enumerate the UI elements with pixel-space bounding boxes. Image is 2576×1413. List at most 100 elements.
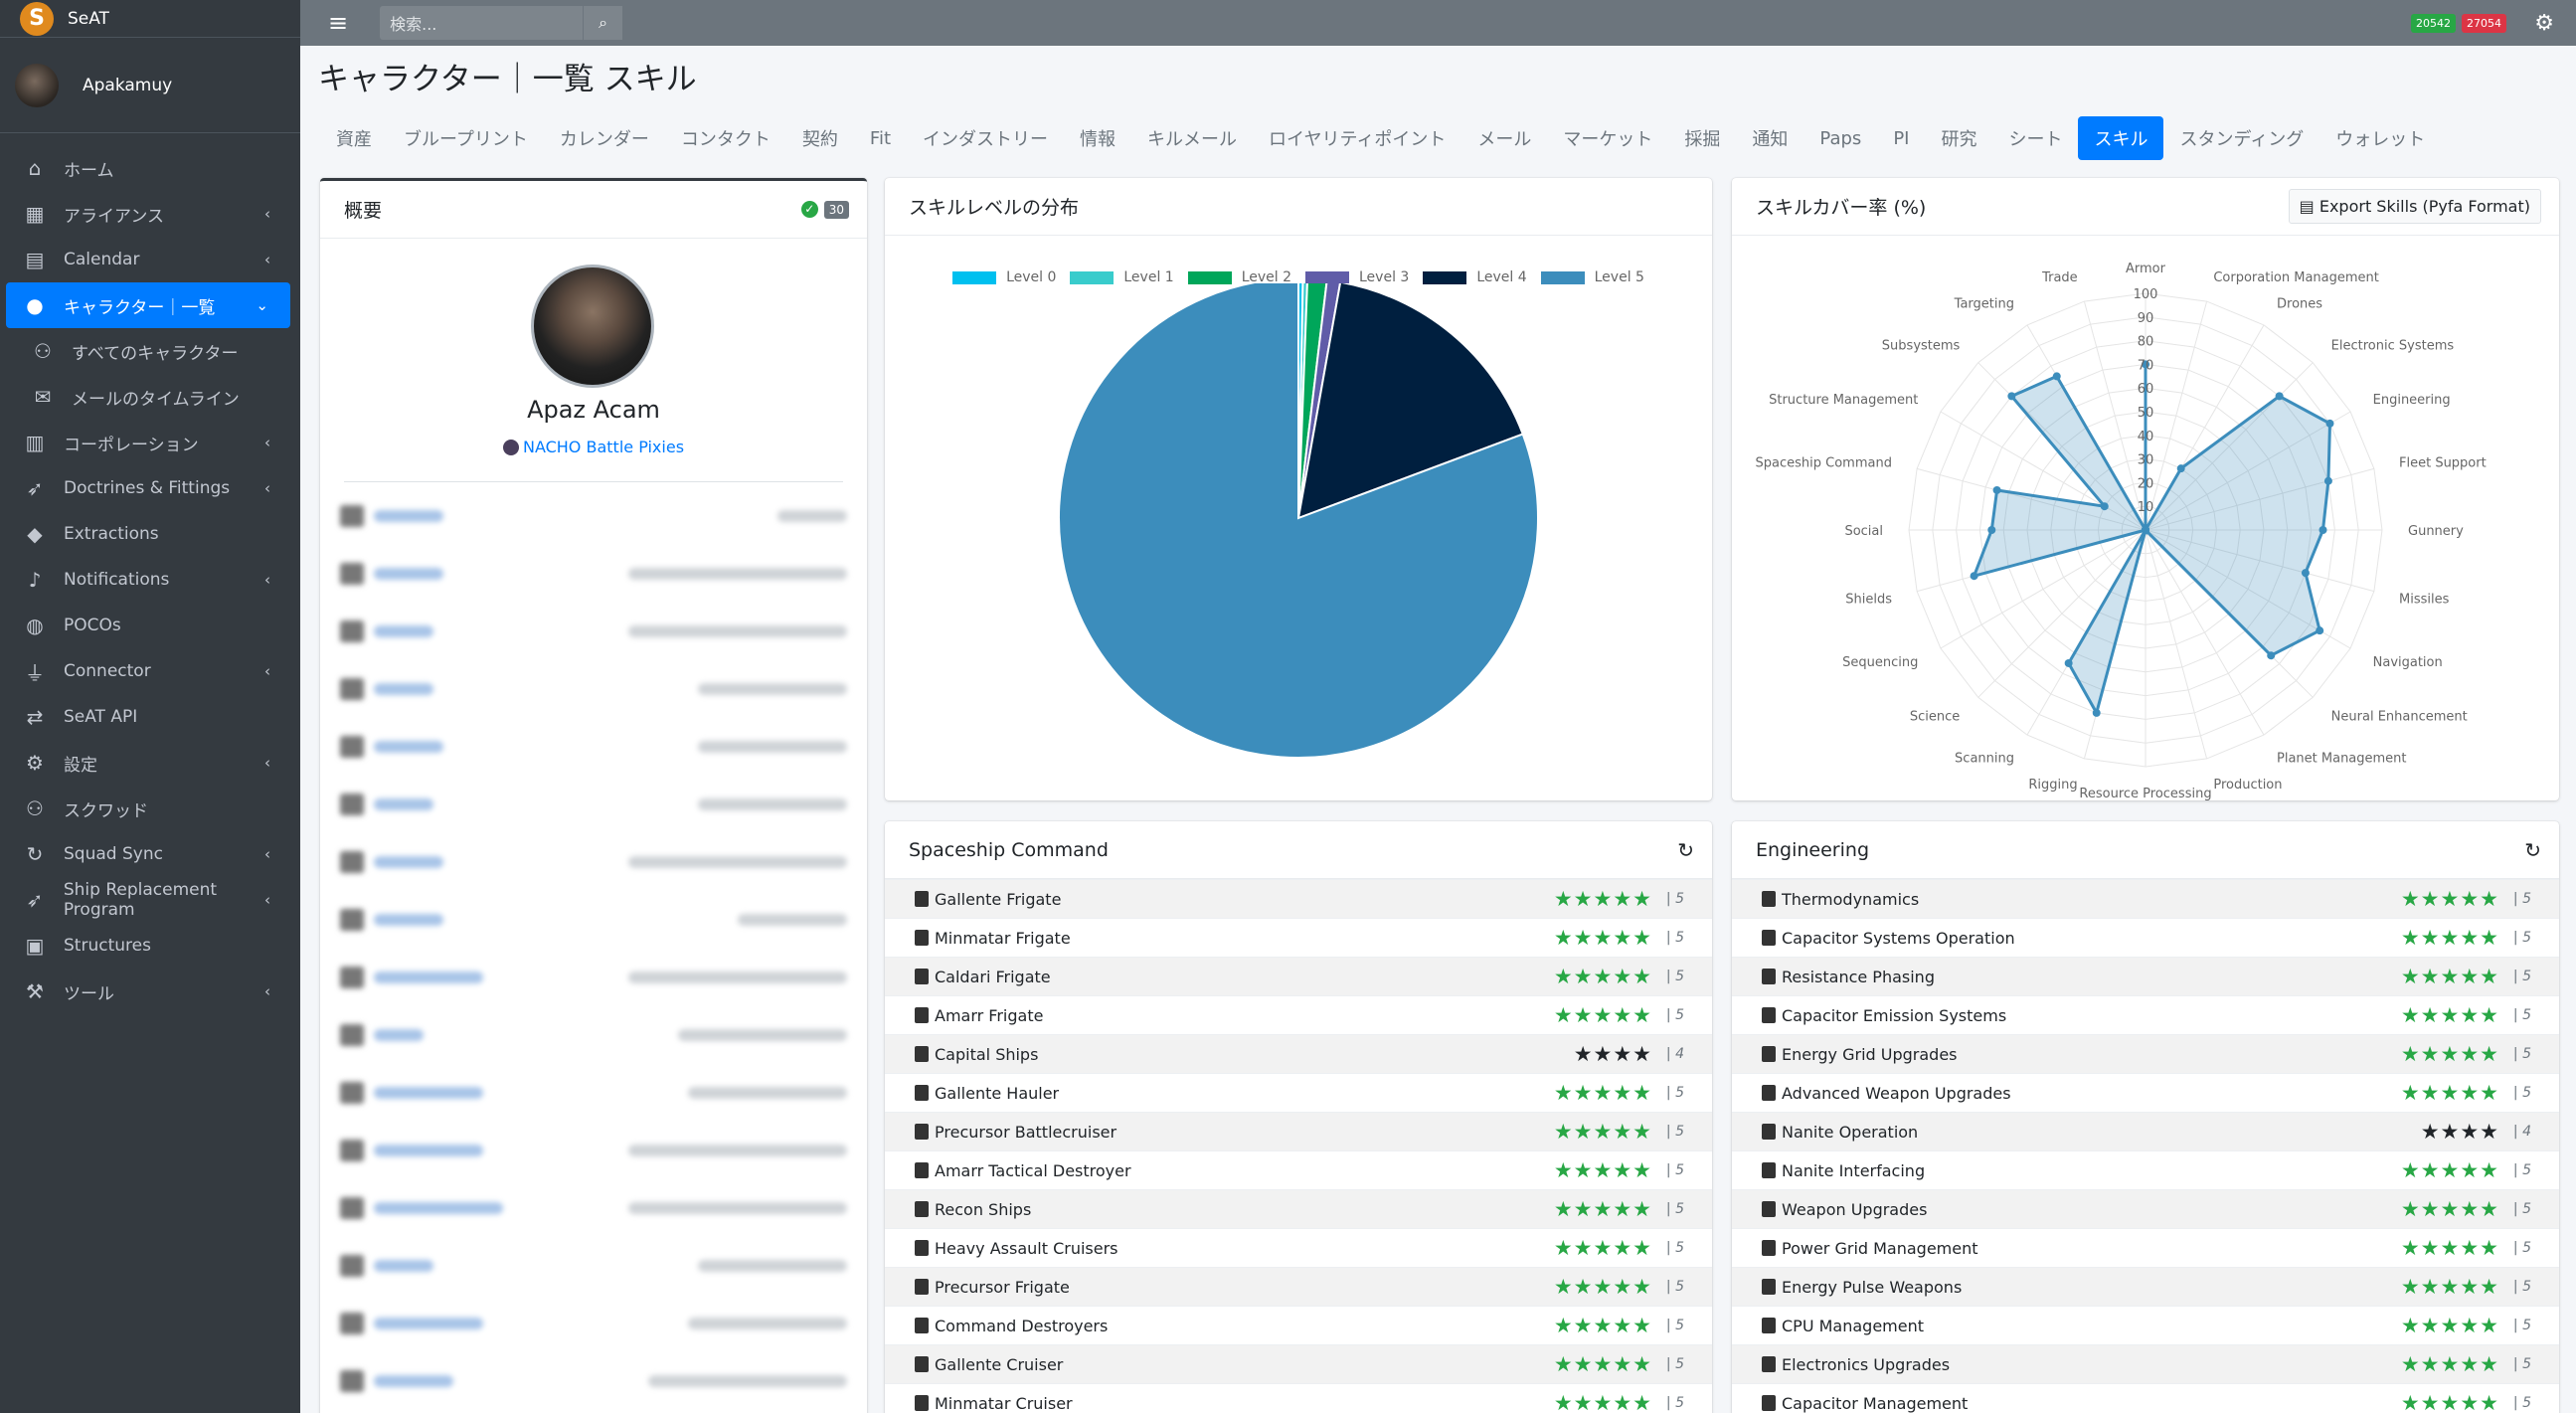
sidebar-item-14[interactable]: ⚇ スクワッド	[0, 786, 292, 831]
tab-2[interactable]: カレンダー	[559, 129, 649, 150]
tab-3[interactable]: コンタクト	[680, 129, 771, 150]
sidebar-item-4[interactable]: ⚇ すべてのキャラクター	[0, 328, 292, 374]
tab-8[interactable]: キルメール	[1147, 129, 1238, 150]
export-skills-button[interactable]: ▤ Export Skills (Pyfa Format)	[2288, 189, 2541, 224]
sidebar-item-12[interactable]: ⇄ SeAT API	[0, 694, 292, 740]
sidebar-item-2[interactable]: ▤ Calendar ‹	[0, 237, 292, 282]
refresh-icon[interactable]: ↻	[1677, 837, 1694, 862]
tab-7[interactable]: 情報	[1080, 129, 1116, 150]
sidebar-item-1[interactable]: ▦ アライアンス ‹	[0, 191, 292, 237]
radar-point[interactable]	[1987, 526, 1996, 534]
queue-badge-red[interactable]: 27054	[2462, 13, 2506, 33]
skill-name: Advanced Weapon Upgrades	[1782, 1083, 2011, 1103]
skill-row: Gallente Hauler ★★★★★ | 5	[885, 1073, 1712, 1112]
sidebar-item-11[interactable]: ⏚ Connector ‹	[0, 648, 292, 694]
tab-16[interactable]: 研究	[1941, 129, 1977, 150]
radar-spoke	[2083, 300, 2147, 531]
sidebar-item-10[interactable]: ◍ POCOs	[0, 603, 292, 648]
sidebar-item-7[interactable]: ➶ Doctrines & Fittings ‹	[0, 465, 292, 511]
radar-point[interactable]	[1992, 485, 2001, 494]
sidebar-item-5[interactable]: ✉ メールのタイムライン	[0, 374, 292, 420]
radar-point[interactable]	[2325, 419, 2334, 428]
tab-19[interactable]: スタンディング	[2179, 129, 2305, 150]
tab-20[interactable]: ウォレット	[2335, 129, 2426, 150]
tab-9[interactable]: ロイヤリティポイント	[1269, 129, 1447, 150]
sidebar-item-label: Connector	[64, 661, 151, 681]
queue-badges[interactable]: 20542 27054	[2411, 13, 2506, 33]
radar-spoke	[2145, 529, 2375, 593]
skill-level-number: | 5	[1665, 1162, 1684, 1178]
radar-axis-label: Science	[1910, 710, 1960, 725]
chevron-icon: ‹	[264, 434, 270, 451]
legend-item[interactable]: Level 3	[1305, 269, 1409, 285]
radar-point[interactable]	[2100, 502, 2109, 511]
radar-point[interactable]	[2064, 658, 2073, 667]
legend-label: Level 5	[1594, 269, 1644, 285]
tab-4[interactable]: 契約	[801, 129, 838, 150]
sidebar-item-label: ホーム	[64, 160, 114, 181]
radar-point[interactable]	[1970, 572, 1978, 581]
corporation-link[interactable]: NACHO Battle Pixies	[320, 438, 867, 456]
skill-row: Heavy Assault Cruisers ★★★★★ | 5	[885, 1228, 1712, 1267]
search-button[interactable]: ⌕	[583, 6, 623, 40]
skill-level-number: | 5	[2512, 1279, 2531, 1295]
tab-10[interactable]: メール	[1477, 129, 1532, 150]
summary-row-redacted	[340, 613, 847, 650]
menu-toggle-icon[interactable]: ≡	[328, 9, 349, 37]
sidebar-item-15[interactable]: ↻ Squad Sync ‹	[0, 831, 292, 877]
sidebar-item-8[interactable]: ◆ Extractions	[0, 511, 292, 557]
tab-17[interactable]: シート	[2008, 129, 2063, 150]
tab-15[interactable]: PI	[1893, 127, 1910, 149]
pie-slice[interactable]	[1296, 283, 1524, 520]
tab-0[interactable]: 資産	[336, 129, 372, 150]
tab-14[interactable]: Paps	[1819, 127, 1862, 149]
summary-row-redacted	[340, 555, 847, 593]
sidebar-item-16[interactable]: ➶ Ship Replacement Program ‹	[0, 877, 292, 923]
tab-12[interactable]: 採掘	[1684, 129, 1721, 150]
legend-item[interactable]: Level 4	[1423, 269, 1527, 285]
legend-item[interactable]: Level 1	[1070, 269, 1174, 285]
search-input[interactable]: 検索... ⌕	[380, 6, 623, 40]
radar-point[interactable]	[2052, 372, 2061, 381]
sidebar-item-13[interactable]: ⚙ 設定 ‹	[0, 740, 292, 786]
radar-point[interactable]	[2007, 392, 2016, 401]
tab-18[interactable]: スキル	[2078, 116, 2164, 160]
tab-13[interactable]: 通知	[1752, 129, 1789, 150]
radar-point[interactable]	[2318, 526, 2327, 534]
book-icon	[1762, 969, 1776, 984]
sidebar-item-9[interactable]: ♪ Notifications ‹	[0, 557, 292, 603]
legend-item[interactable]: Level 2	[1187, 269, 1291, 285]
sidebar-item-0[interactable]: ⌂ ホーム	[0, 145, 292, 191]
radar-axis-label: Structure Management	[1769, 393, 1918, 408]
cogs-icon[interactable]: ⚙	[2534, 10, 2554, 36]
user-panel[interactable]: Apakamuy	[0, 38, 300, 133]
radar-point[interactable]	[2142, 360, 2149, 369]
radar-point[interactable]	[2316, 626, 2324, 635]
radar-axis-label: Trade	[2041, 270, 2078, 285]
book-icon	[1762, 1124, 1776, 1140]
tab-6[interactable]: インダストリー	[923, 129, 1049, 150]
queue-badge-green[interactable]: 20542	[2411, 13, 2456, 33]
row-icon	[340, 1024, 364, 1046]
brand[interactable]: S SeAT	[0, 0, 300, 38]
pie-slice[interactable]	[1058, 283, 1539, 759]
sidebar-item-3[interactable]: ● キャラクター｜一覧 ⌄	[6, 282, 290, 328]
radar-spoke	[1940, 529, 2147, 649]
refresh-icon[interactable]: ↻	[2524, 837, 2541, 862]
legend-item[interactable]: Level 5	[1540, 269, 1644, 285]
tab-5[interactable]: Fit	[869, 127, 892, 149]
radar-point[interactable]	[2301, 569, 2310, 578]
radar-point[interactable]	[2176, 464, 2185, 473]
character-tabs: 資産 ブループリント カレンダー コンタクト 契約 Fit インダストリー 情報 キルメール ロイ…	[320, 116, 2441, 160]
tab-1[interactable]: ブループリント	[404, 129, 528, 150]
tab-11[interactable]: マーケット	[1563, 129, 1653, 150]
radar-point[interactable]	[2267, 651, 2276, 660]
sidebar-item-18[interactable]: ⚒ ツール ‹	[0, 969, 292, 1014]
radar-point[interactable]	[2275, 392, 2284, 401]
radar-point[interactable]	[2092, 708, 2101, 717]
sidebar-item-17[interactable]: ▣ Structures	[0, 923, 292, 969]
sidebar-item-6[interactable]: ▥ コーポレーション ‹	[0, 420, 292, 465]
legend-item[interactable]: Level 0	[952, 269, 1056, 285]
radar-point[interactable]	[2142, 526, 2149, 534]
radar-point[interactable]	[2323, 476, 2332, 485]
